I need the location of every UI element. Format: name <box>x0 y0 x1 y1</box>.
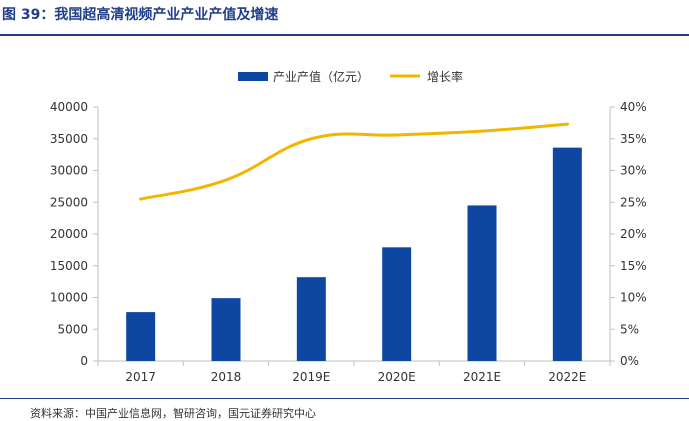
right-axis-tick-label: 15% <box>620 259 647 273</box>
left-axis-tick-label: 30000 <box>50 164 88 178</box>
bar <box>296 277 326 361</box>
growth-point <box>139 197 143 201</box>
title-divider <box>0 34 689 36</box>
right-axis-tick-label: 25% <box>620 195 647 209</box>
legend-bar-label: 产业产值（亿元） <box>273 69 369 84</box>
x-axis-tick-label: 2019E <box>292 370 330 384</box>
legend-bar-swatch <box>238 72 268 81</box>
source-note: 资料来源：中国产业信息网，智研咨询，国元证券研究中心 <box>30 407 316 420</box>
bar <box>211 298 241 361</box>
right-axis-tick-label: 10% <box>620 291 647 305</box>
right-axis-tick-label: 20% <box>620 227 647 241</box>
x-axis-tick-label: 2021E <box>463 370 501 384</box>
x-axis-tick-label: 2018 <box>211 370 242 384</box>
bar <box>467 205 497 361</box>
right-axis-tick-label: 0% <box>620 354 639 368</box>
right-axis-tick-label: 30% <box>620 164 647 178</box>
growth-line-series <box>139 122 569 201</box>
right-axis-tick-label: 35% <box>620 132 647 146</box>
x-axis: 2017 2018 2019E 2020E 2021E 2022E <box>97 360 611 384</box>
growth-line <box>139 122 569 201</box>
left-axis-tick-label: 20000 <box>50 227 88 241</box>
left-axis-tick-label: 35000 <box>50 132 88 146</box>
left-axis-tick-label: 15000 <box>50 259 88 273</box>
legend-line-label: 增长率 <box>427 69 463 84</box>
left-axis-tick-label: 25000 <box>50 195 88 209</box>
growth-point <box>309 137 313 141</box>
left-axis-tick-label: 0 <box>80 354 88 368</box>
bar <box>126 312 156 361</box>
bar <box>382 247 412 361</box>
x-axis-tick-label: 2017 <box>125 370 156 384</box>
chart: 产业产值（亿元） 增长率 0 5000 10000 15000 20000 25000 30… <box>50 69 647 384</box>
left-axis: 0 5000 10000 15000 20000 25000 30000 35000 40000 <box>50 100 99 368</box>
growth-point <box>480 129 484 133</box>
bottom-divider <box>0 398 689 399</box>
growth-point <box>224 178 228 182</box>
legend: 产业产值（亿元） 增长率 <box>238 69 463 84</box>
left-axis-tick-label: 10000 <box>50 291 88 305</box>
bar-series <box>126 147 582 361</box>
growth-point <box>565 122 569 126</box>
growth-point <box>395 133 399 137</box>
right-axis: 0% 5% 10% 15% 20% 25% 30% 35% 40% <box>609 100 647 368</box>
x-axis-tick-label: 2022E <box>548 370 586 384</box>
right-axis-tick-label: 5% <box>620 322 639 336</box>
right-axis-tick-label: 40% <box>620 100 647 114</box>
x-axis-tick-label: 2020E <box>378 370 416 384</box>
left-axis-tick-label: 40000 <box>50 100 88 114</box>
bar <box>552 147 582 361</box>
figure-title: 图 39：我国超高清视频产业产业产值及增速 <box>2 7 279 23</box>
left-axis-tick-label: 5000 <box>57 322 88 336</box>
